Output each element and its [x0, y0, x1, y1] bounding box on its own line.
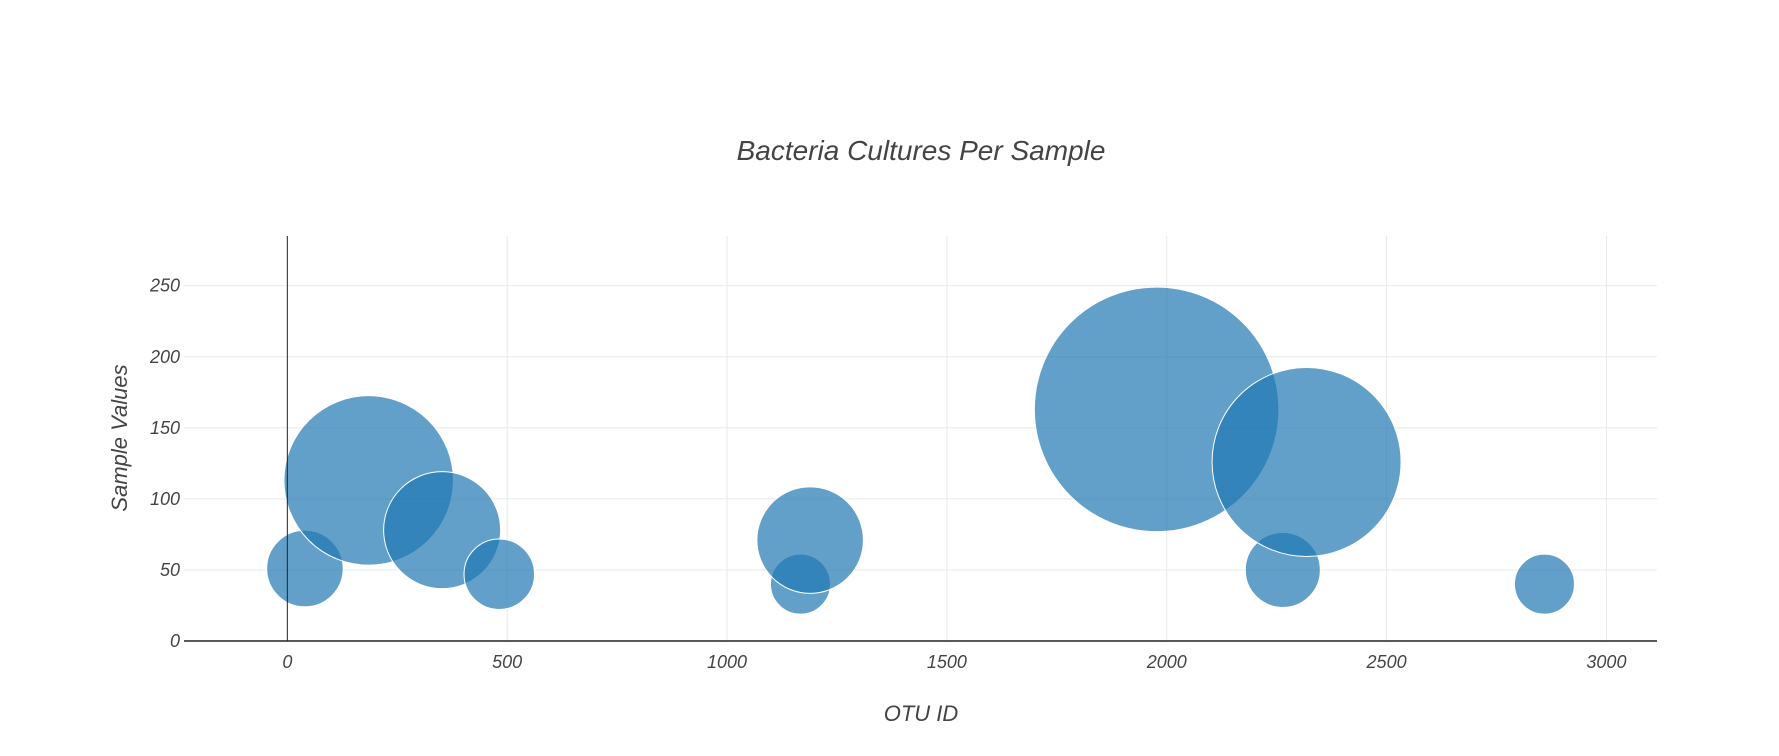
x-tick-label: 2500 — [1366, 652, 1407, 672]
bubble-point[interactable] — [756, 486, 864, 594]
y-tick-label: 50 — [160, 560, 180, 580]
x-tick-label: 0 — [282, 652, 292, 672]
x-tick-label: 1500 — [927, 652, 967, 672]
x-axis-title: OTU ID — [884, 701, 959, 726]
y-tick-label: 250 — [149, 276, 180, 296]
x-tick-label: 500 — [492, 652, 522, 672]
bubble-point[interactable] — [1513, 553, 1575, 615]
x-tick-label: 2000 — [1146, 652, 1187, 672]
bubbles — [266, 286, 1575, 615]
x-tick-label: 1000 — [707, 652, 747, 672]
bubble-point[interactable] — [1211, 366, 1402, 557]
y-tick-label: 150 — [150, 418, 180, 438]
bubble-point[interactable] — [463, 538, 536, 610]
y-tick-label: 0 — [170, 631, 180, 651]
x-tick-label: 3000 — [1586, 652, 1626, 672]
y-tick-label: 100 — [150, 489, 180, 509]
y-axis-title: Sample Values — [107, 364, 132, 511]
chart-title: Bacteria Cultures Per Sample — [737, 135, 1106, 166]
y-tick-label: 200 — [149, 347, 180, 367]
axes: 0 500 1000 1500 2000 2500 3000 0 50 100 150 200 250 — [149, 236, 1657, 672]
